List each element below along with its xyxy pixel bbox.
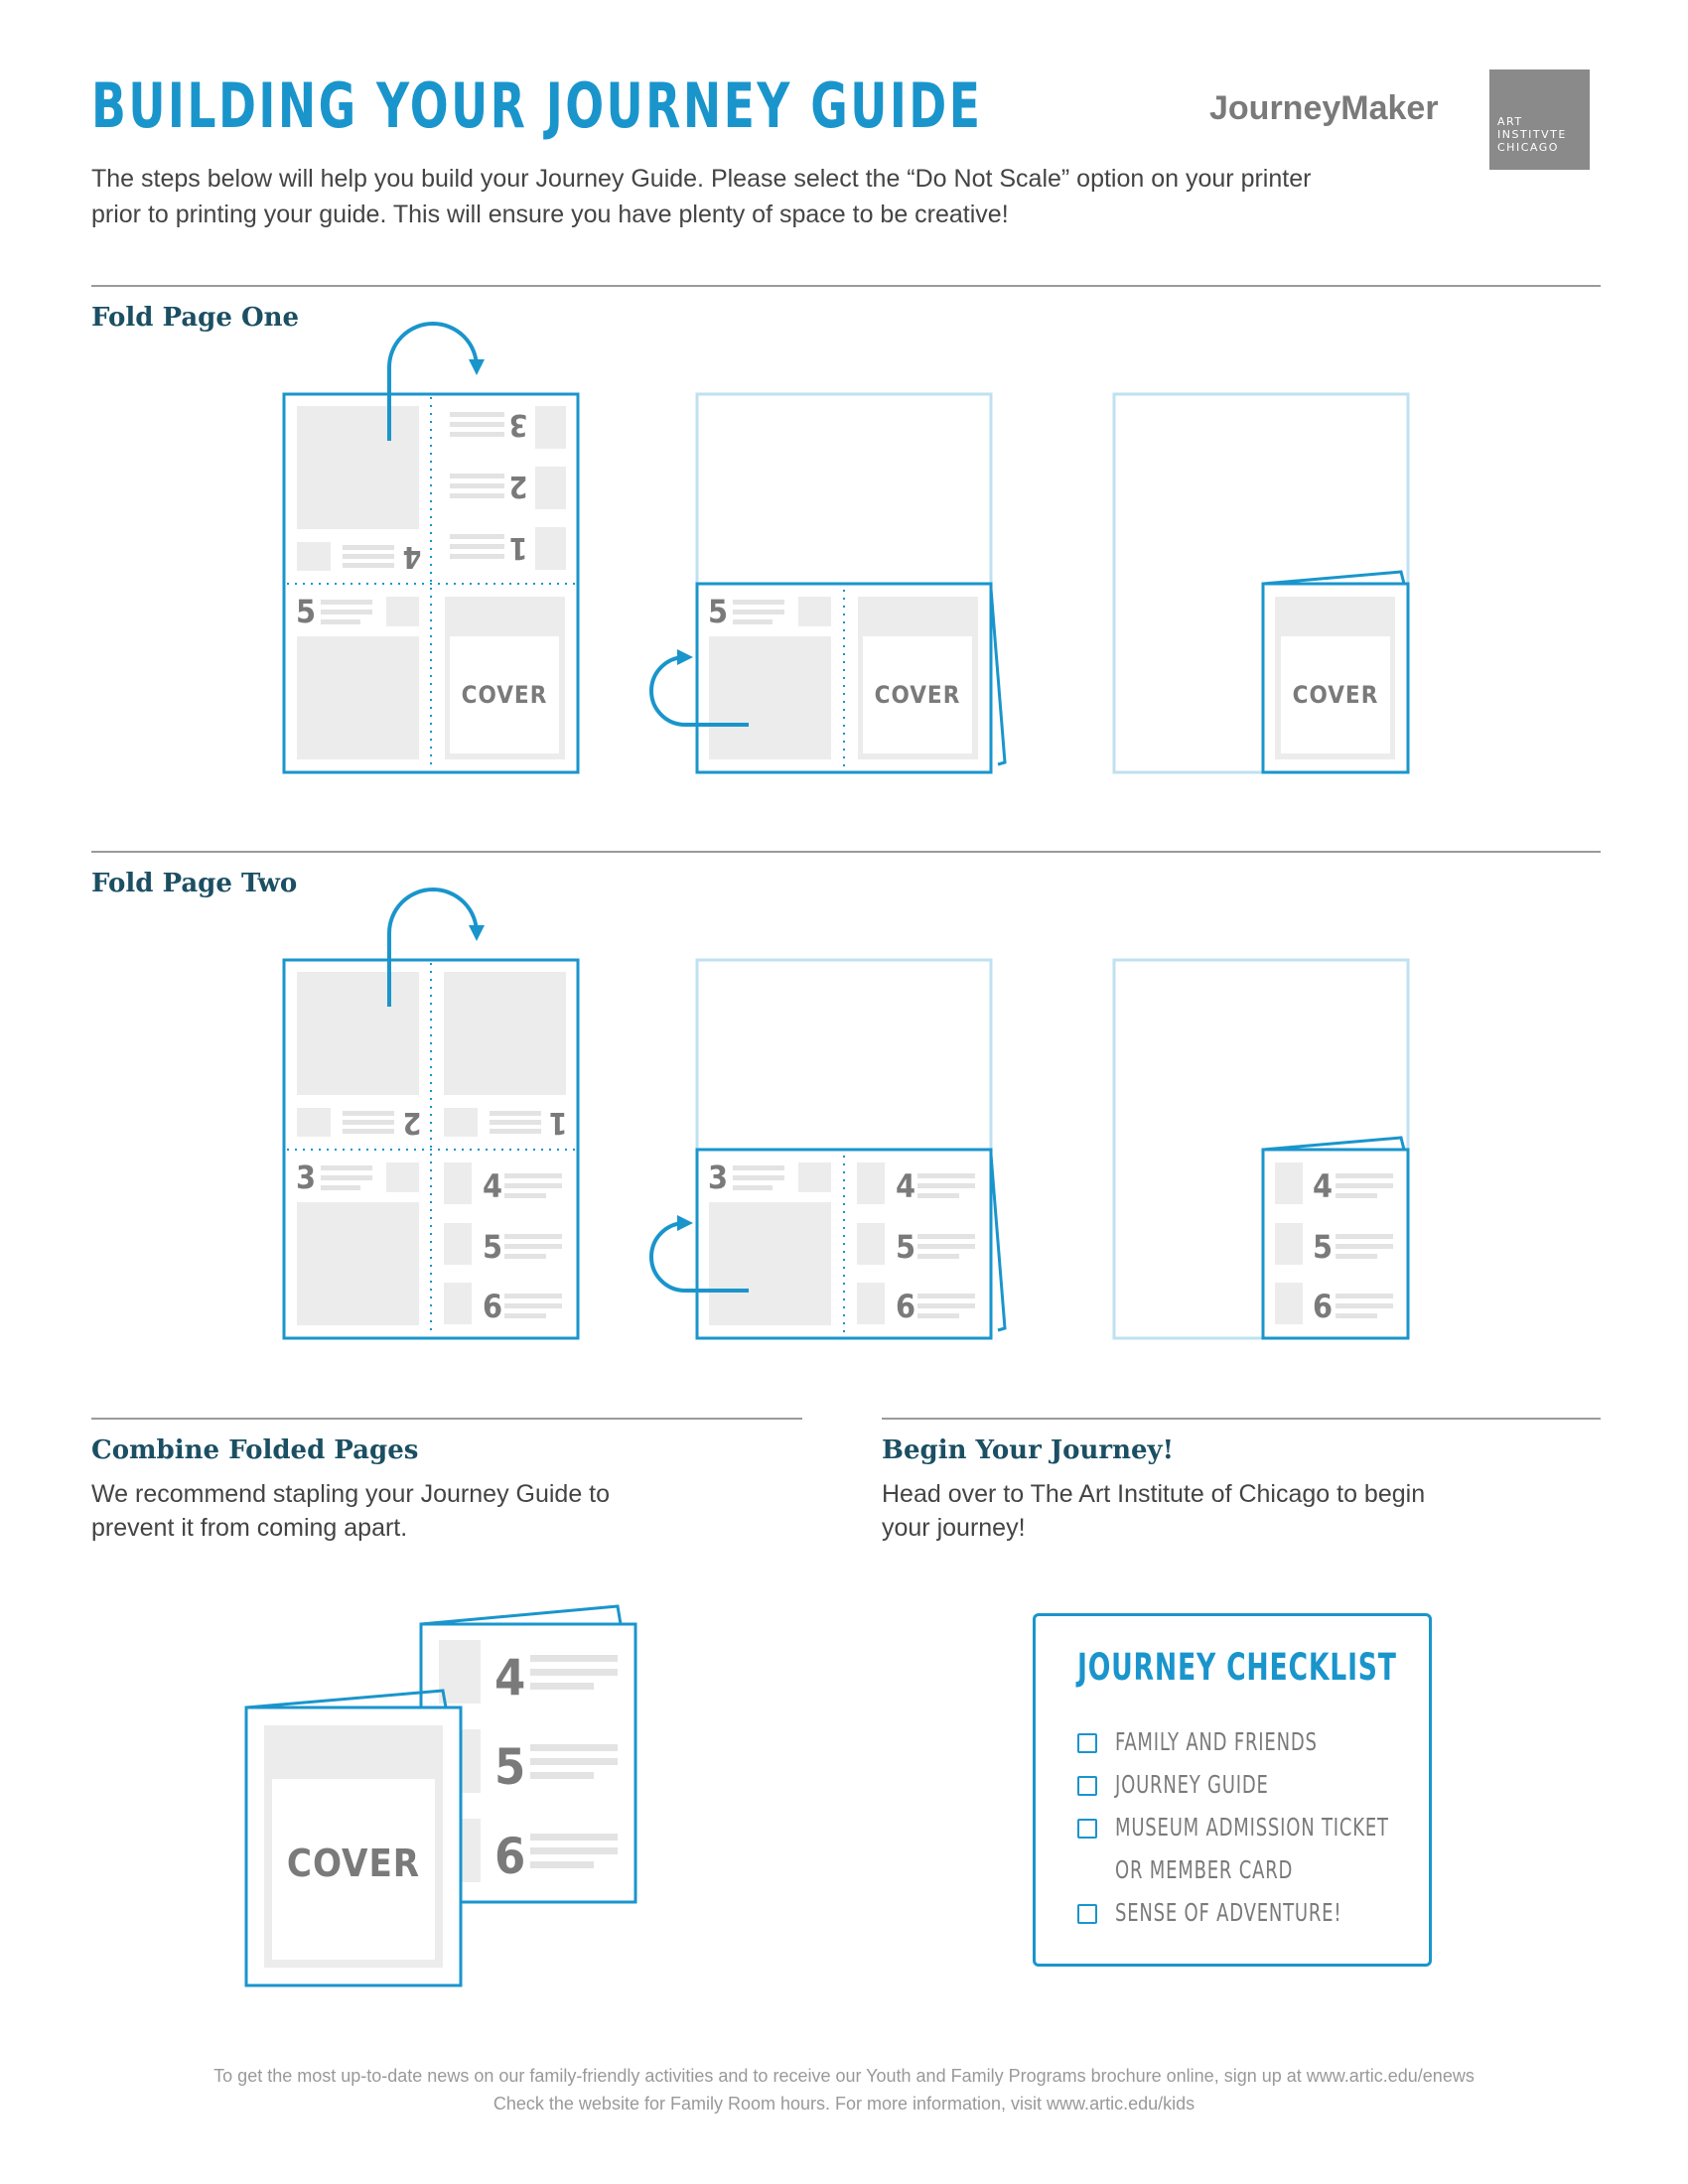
checklist-item-label: MUSEUM ADMISSION TICKET bbox=[1115, 1813, 1389, 1842]
checkbox[interactable] bbox=[1077, 1819, 1097, 1839]
fold-arrow-icon bbox=[649, 1215, 749, 1293]
page-number: 4 bbox=[896, 1167, 915, 1205]
fold-two-step-3: 4 5 6 bbox=[1112, 958, 1410, 1340]
fold-two-step-2: 3 4 5 6 bbox=[649, 958, 1007, 1340]
footer-line-1: To get the most up-to-date news on our f… bbox=[213, 2066, 1475, 2086]
combine-text: We recommend stapling your Journey Guide… bbox=[91, 1480, 611, 1542]
fold-arrow-icon bbox=[387, 887, 485, 1007]
page-number: 6 bbox=[896, 1288, 915, 1325]
page-number: 2 bbox=[509, 469, 528, 503]
page-number: 6 bbox=[483, 1288, 502, 1325]
page-number: 5 bbox=[296, 593, 316, 630]
divider bbox=[91, 1418, 802, 1420]
cover-label: COVER bbox=[875, 681, 961, 709]
checkbox[interactable] bbox=[1077, 1776, 1097, 1796]
cover-label: COVER bbox=[1293, 681, 1379, 709]
fold-one-heading: Fold Page One bbox=[91, 303, 300, 333]
page-number: 6 bbox=[1313, 1288, 1333, 1325]
page-number: 4 bbox=[494, 1649, 525, 1706]
checklist-item-label: SENSE OF ADVENTURE! bbox=[1115, 1898, 1342, 1927]
page-number: 5 bbox=[483, 1228, 502, 1266]
page-number: 3 bbox=[296, 1159, 316, 1196]
page-number: 6 bbox=[494, 1828, 525, 1885]
divider bbox=[91, 851, 1601, 853]
cover-label: COVER bbox=[287, 1842, 420, 1885]
journey-checklist: JOURNEY CHECKLIST FAMILY AND FRIENDS JOU… bbox=[1033, 1613, 1432, 1967]
page-number: 5 bbox=[1313, 1228, 1333, 1266]
page-number: 4 bbox=[403, 539, 422, 574]
page-number: 4 bbox=[1313, 1167, 1333, 1205]
checkbox[interactable] bbox=[1077, 1733, 1097, 1753]
cover-label: COVER bbox=[462, 681, 548, 709]
fold-two-heading: Fold Page Two bbox=[91, 869, 298, 898]
logo-line-1: ART bbox=[1497, 115, 1523, 128]
combine-heading: Combine Folded Pages bbox=[91, 1435, 419, 1465]
page-number: 5 bbox=[708, 593, 728, 630]
divider bbox=[882, 1418, 1601, 1420]
logo-line-3: CHICAGO bbox=[1497, 141, 1559, 154]
page-number: 2 bbox=[403, 1105, 422, 1140]
intro-text: The steps below will help you build your… bbox=[91, 165, 1312, 228]
checkbox[interactable] bbox=[1077, 1904, 1097, 1924]
checklist-item-label: JOURNEY GUIDE bbox=[1115, 1770, 1269, 1799]
page-number: 3 bbox=[708, 1159, 728, 1196]
page-title: BUILDING YOUR JOURNEY GUIDE bbox=[91, 69, 983, 142]
checklist-item-label: FAMILY AND FRIENDS bbox=[1115, 1727, 1318, 1756]
page-number: 5 bbox=[494, 1738, 525, 1796]
checklist-title: JOURNEY CHECKLIST bbox=[1077, 1646, 1397, 1689]
page-number: 4 bbox=[483, 1167, 502, 1205]
journeymaker-logo: JourneyMaker bbox=[1209, 89, 1439, 127]
begin-text: Head over to The Art Institute of Chicag… bbox=[882, 1480, 1426, 1542]
combined-guide-illustration: 4 5 6 COVER bbox=[244, 1604, 637, 1987]
footer-line-2: Check the website for Family Room hours.… bbox=[492, 2094, 1196, 2114]
fold-two-step-1: 2 1 3 4 5 6 bbox=[282, 887, 580, 1340]
page-number: 5 bbox=[896, 1228, 915, 1266]
logo-line-2: INSTITVTE bbox=[1497, 128, 1567, 141]
divider bbox=[91, 285, 1601, 287]
fold-one-step-2: 5 COVER bbox=[649, 392, 1007, 774]
checklist-item-label: OR MEMBER CARD bbox=[1115, 1855, 1294, 1884]
fold-one-step-3: COVER bbox=[1112, 392, 1410, 774]
fold-arrow-icon bbox=[649, 649, 749, 727]
footer: To get the most up-to-date news on our f… bbox=[0, 2062, 1688, 2117]
page-number: 1 bbox=[549, 1105, 568, 1140]
fold-one-step-1: 4 3 2 1 5 COVER bbox=[282, 322, 580, 774]
fold-arrow-icon bbox=[387, 322, 485, 441]
page-number: 1 bbox=[509, 530, 528, 565]
art-institute-logo: ART INSTITVTE CHICAGO bbox=[1489, 69, 1590, 170]
begin-heading: Begin Your Journey! bbox=[882, 1435, 1175, 1465]
page-number: 3 bbox=[509, 407, 528, 442]
